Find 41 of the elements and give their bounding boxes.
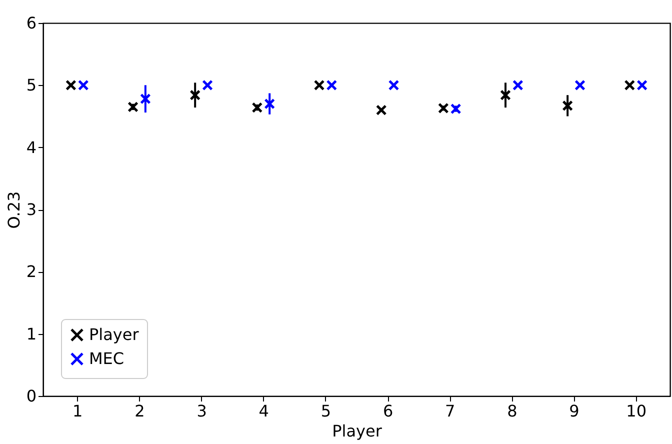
x-tick-label: 6 bbox=[382, 402, 394, 420]
y-tick-label: 2 bbox=[26, 262, 36, 282]
x-tick-label: 1 bbox=[72, 402, 83, 420]
x-axis-title: Player bbox=[332, 422, 382, 440]
y-tick-label: 3 bbox=[26, 200, 36, 219]
x-tick-label: 2 bbox=[134, 402, 145, 420]
point bbox=[636, 80, 648, 91]
point bbox=[202, 80, 213, 91]
point bbox=[376, 104, 387, 116]
point bbox=[624, 80, 636, 91]
point bbox=[562, 100, 573, 112]
x-tick-label: 4 bbox=[258, 402, 269, 420]
x-tick-label: 9 bbox=[569, 402, 580, 420]
legend-label: Player bbox=[89, 325, 140, 344]
point bbox=[450, 103, 462, 114]
y-axis-title: O.23 bbox=[4, 191, 24, 229]
point bbox=[128, 101, 138, 112]
legend-label: MEC bbox=[89, 349, 124, 368]
point bbox=[574, 80, 586, 91]
point bbox=[326, 80, 338, 91]
point bbox=[66, 80, 76, 91]
point bbox=[252, 102, 263, 113]
point bbox=[78, 80, 89, 91]
x-tick-label: 3 bbox=[196, 402, 207, 420]
y-tick-label: 6 bbox=[26, 14, 36, 32]
x-tick-label: 8 bbox=[507, 402, 518, 420]
point bbox=[438, 102, 449, 114]
y-tick-label: 5 bbox=[26, 76, 36, 95]
x-tick-label: 5 bbox=[320, 402, 332, 420]
x-tick-label: 10 bbox=[626, 402, 647, 420]
point bbox=[314, 80, 325, 91]
point bbox=[500, 90, 511, 101]
y-tick-label: 0 bbox=[26, 386, 36, 406]
point bbox=[264, 98, 276, 110]
x-tick-label: 7 bbox=[445, 402, 456, 420]
point bbox=[388, 80, 400, 91]
y-tick-label: 1 bbox=[26, 324, 36, 344]
point bbox=[140, 93, 151, 104]
point bbox=[512, 80, 524, 91]
y-tick-label: 4 bbox=[26, 138, 36, 157]
point bbox=[190, 90, 201, 101]
